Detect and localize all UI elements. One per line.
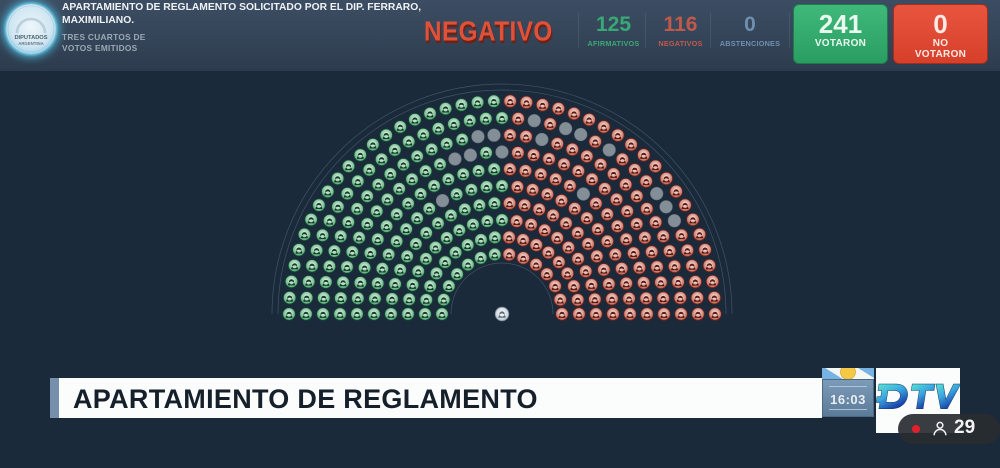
svg-text:ARGENTINA: ARGENTINA [18, 41, 44, 46]
